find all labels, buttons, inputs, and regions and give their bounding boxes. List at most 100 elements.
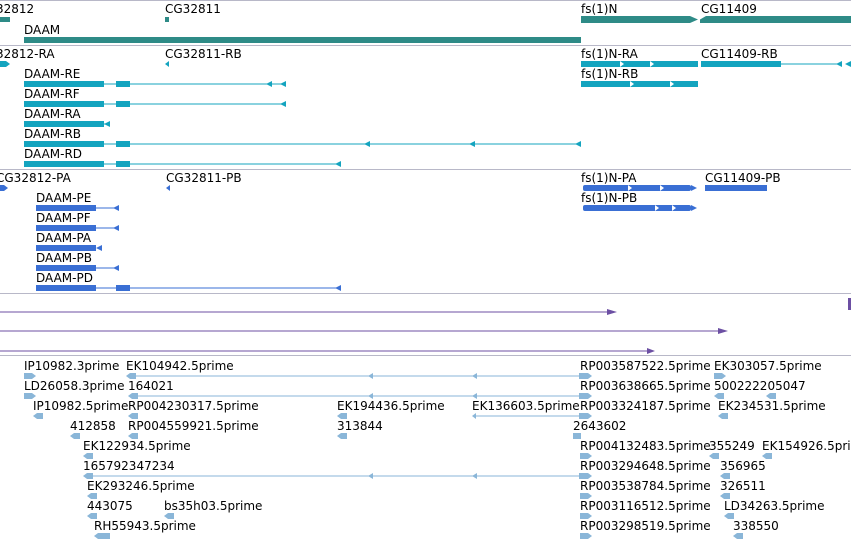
cds-label[interactable]: fs(1)N-PB <box>581 191 637 205</box>
est-feature[interactable] <box>762 453 772 459</box>
transcript-feature[interactable] <box>24 121 110 127</box>
est-label[interactable]: RP004132483.5prime <box>580 439 711 453</box>
est-feature[interactable] <box>720 473 730 479</box>
gene-feature-daam[interactable] <box>24 37 581 43</box>
est-feature[interactable] <box>720 493 730 499</box>
match-feature[interactable] <box>0 328 728 334</box>
gene-label[interactable]: 32812 <box>0 2 34 16</box>
est-label[interactable]: EK122934.5prime <box>83 439 191 453</box>
transcript-label[interactable]: fs(1)N-RA <box>581 47 639 61</box>
est-label[interactable]: 164021 <box>128 379 174 393</box>
transcript-feature[interactable] <box>24 81 286 87</box>
est-label[interactable]: EK293246.5prime <box>87 479 195 493</box>
est-label[interactable]: RP003538784.5prime <box>580 479 711 493</box>
est-label[interactable]: EK303057.5prime <box>714 359 822 373</box>
est-label[interactable]: RP003294648.5prime <box>580 459 711 473</box>
est-feature[interactable] <box>580 453 592 459</box>
est-feature[interactable] <box>714 373 726 379</box>
transcript-label[interactable]: CG32811-RB <box>165 47 242 61</box>
cds-label[interactable]: fs(1)N-PA <box>581 171 637 185</box>
gene-feature[interactable] <box>581 16 698 23</box>
transcript-feature[interactable] <box>165 61 169 67</box>
est-feature[interactable] <box>128 413 138 419</box>
gene-feature[interactable] <box>165 17 169 22</box>
match-feature[interactable] <box>0 348 655 354</box>
transcript-feature[interactable] <box>24 161 341 167</box>
gene-label[interactable]: CG32811 <box>165 2 221 16</box>
cds-feature[interactable] <box>583 205 697 211</box>
est-label[interactable]: bs35h03.5prime <box>164 499 262 513</box>
est-label[interactable]: 355249 <box>709 439 755 453</box>
est-label[interactable]: EK136603.5prime <box>472 399 580 413</box>
cds-label[interactable]: DAAM-PD <box>36 271 93 285</box>
est-feature[interactable] <box>70 433 80 439</box>
gene-feature[interactable] <box>0 17 10 22</box>
est-feature[interactable] <box>472 413 586 419</box>
est-label[interactable]: RP003324187.5prime <box>580 399 711 413</box>
cds-feature[interactable] <box>36 245 102 251</box>
transcript-label[interactable]: 32812-RA <box>0 47 55 61</box>
est-label[interactable]: 500222205047 <box>714 379 806 393</box>
est-label[interactable]: EK234531.5prime <box>718 399 826 413</box>
est-feature[interactable] <box>573 433 581 439</box>
transcript-feature[interactable] <box>24 101 286 107</box>
gene-label[interactable]: fs(1)N <box>581 2 617 16</box>
est-label[interactable]: LD34263.5prime <box>724 499 825 513</box>
match-feature[interactable] <box>0 298 851 315</box>
transcript-label[interactable]: CG11409-RB <box>701 47 778 61</box>
cds-feature[interactable] <box>583 185 697 191</box>
cds-feature[interactable] <box>36 265 119 271</box>
cds-label[interactable]: DAAM-PE <box>36 191 91 205</box>
cds-label[interactable]: DAAM-PF <box>36 211 91 225</box>
transcript-feature[interactable] <box>581 61 698 67</box>
transcript-feature[interactable] <box>0 61 10 67</box>
cds-label[interactable]: DAAM-PB <box>36 251 92 265</box>
cds-feature[interactable] <box>0 185 8 191</box>
transcript-label[interactable]: fs(1)N-RB <box>581 67 638 81</box>
est-feature[interactable] <box>87 493 97 499</box>
est-feature[interactable] <box>83 453 93 459</box>
transcript-label[interactable]: DAAM-RF <box>24 87 80 101</box>
est-feature[interactable] <box>733 533 743 539</box>
est-label[interactable]: EK104942.5prime <box>126 359 234 373</box>
cds-feature[interactable] <box>705 185 767 191</box>
est-label[interactable]: 2643602 <box>573 419 626 433</box>
est-feature[interactable] <box>337 433 347 439</box>
cds-label[interactable]: CG32812-PA <box>0 171 72 185</box>
est-label[interactable]: 313844 <box>337 419 383 433</box>
est-feature[interactable] <box>709 453 719 459</box>
transcript-feature[interactable] <box>581 81 698 87</box>
est-label[interactable]: 165792347234 <box>83 459 175 473</box>
est-label[interactable]: EK154926.5prime <box>762 439 851 453</box>
est-label[interactable]: 356965 <box>720 459 766 473</box>
cds-label[interactable]: CG11409-PB <box>705 171 781 185</box>
gene-feature[interactable] <box>700 16 851 23</box>
est-feature[interactable] <box>24 373 36 379</box>
cds-feature[interactable] <box>36 205 119 211</box>
est-label[interactable]: 412858 <box>70 419 116 433</box>
est-feature[interactable] <box>94 533 110 539</box>
est-label[interactable]: EK194436.5prime <box>337 399 445 413</box>
est-label[interactable]: RP003116512.5prime <box>580 499 711 513</box>
est-feature[interactable] <box>337 413 347 419</box>
est-label[interactable]: 443075 <box>87 499 133 513</box>
est-feature[interactable] <box>766 393 776 399</box>
est-feature[interactable] <box>580 413 592 419</box>
est-feature[interactable] <box>128 433 138 439</box>
est-feature[interactable] <box>580 493 592 499</box>
est-label[interactable]: RH55943.5prime <box>94 519 196 533</box>
est-feature[interactable] <box>580 473 592 479</box>
est-label[interactable]: RP003638665.5prime <box>580 379 711 393</box>
est-feature[interactable] <box>580 513 592 519</box>
est-label[interactable]: RP003298519.5prime <box>580 519 711 533</box>
est-label[interactable]: LD26058.3prime <box>24 379 125 393</box>
transcript-feature[interactable] <box>24 141 581 147</box>
transcript-label[interactable]: DAAM-RE <box>24 67 80 81</box>
est-feature[interactable] <box>126 373 586 379</box>
gene-label[interactable]: CG11409 <box>701 2 757 16</box>
transcript-label[interactable]: DAAM-RA <box>24 107 81 121</box>
gene-label[interactable]: DAAM <box>24 23 60 37</box>
est-feature[interactable] <box>580 393 592 399</box>
cds-label[interactable]: CG32811-PB <box>166 171 242 185</box>
est-feature[interactable] <box>33 413 43 419</box>
